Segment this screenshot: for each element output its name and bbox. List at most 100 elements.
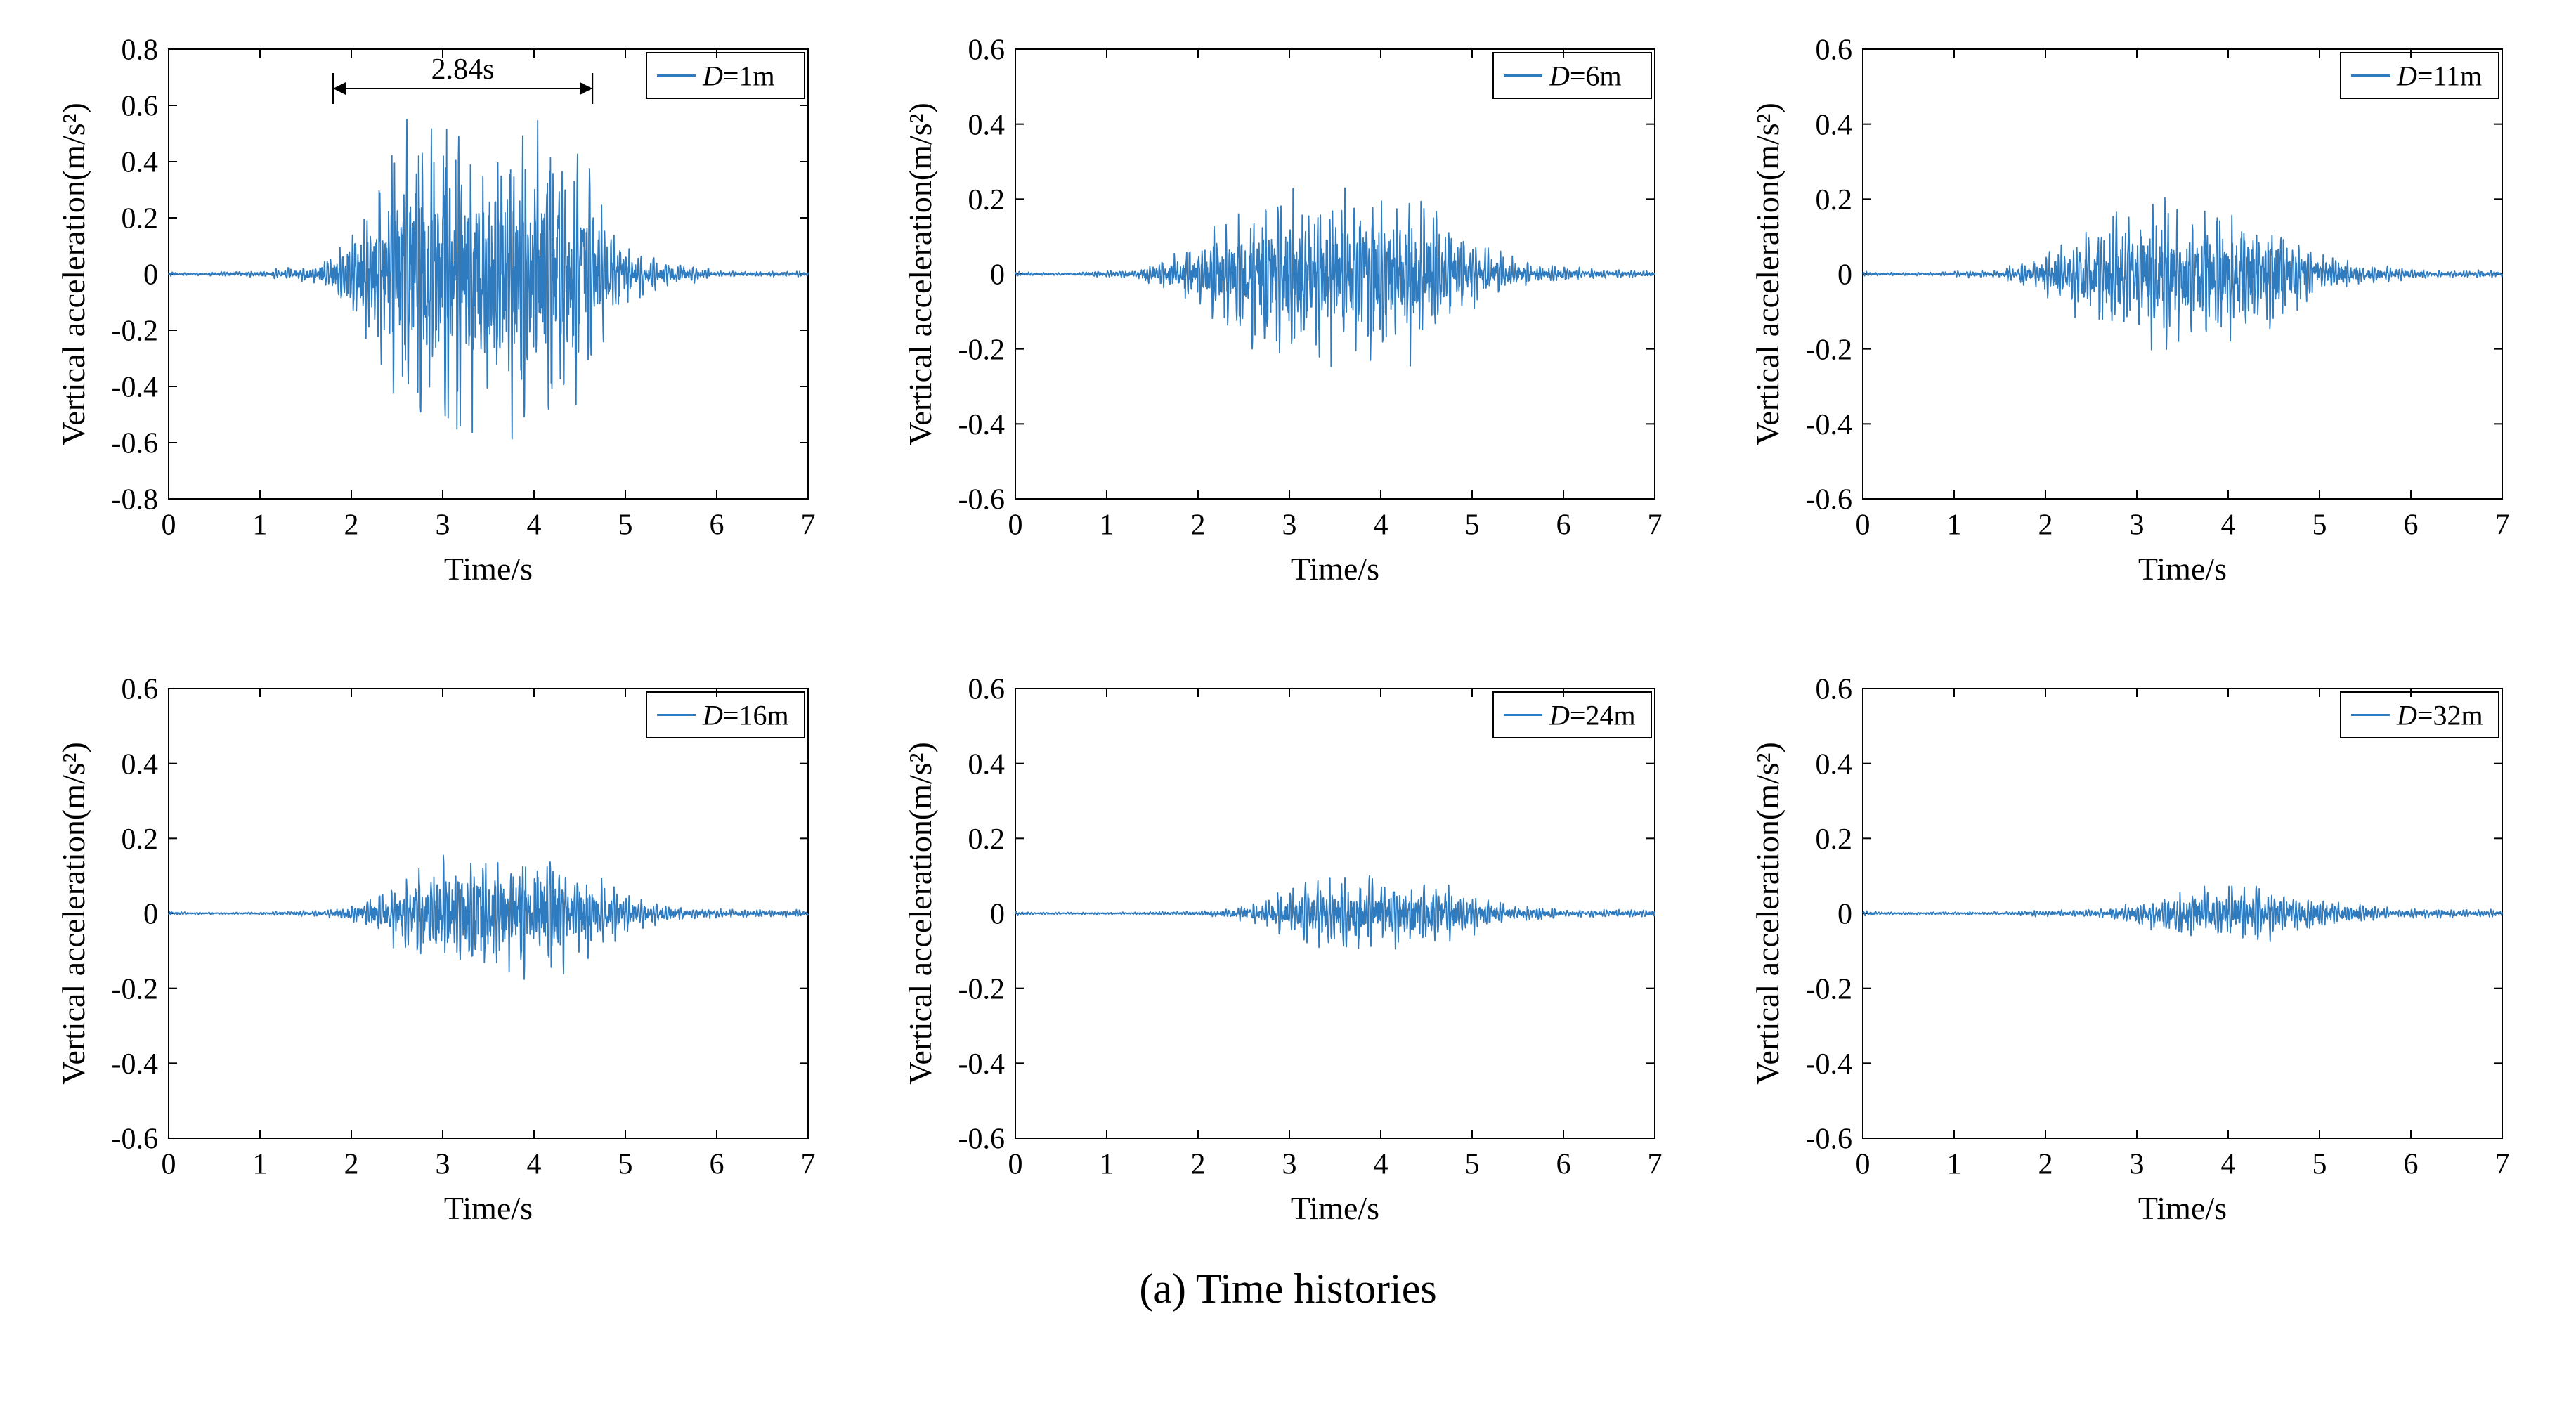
svg-text:5: 5 (1465, 509, 1480, 541)
figure-time-histories: 0 1 2 3 4 5 6 7 -0.8 -0.6 -0.4 -0.2 0 0.2 0.4 0.6 0.8 Tim… (0, 0, 2576, 1334)
svg-text:Vertical acceleration(m/s²): Vertical acceleration(m/s²) (1750, 103, 1785, 445)
chart-p2: 01234567-0.6-0.4-0.200.20.40.6Time/sVert… (889, 28, 1676, 604)
panel-d16m: 01234567-0.6-0.4-0.200.20.40.6Time/sVert… (42, 667, 840, 1244)
svg-text:0.6: 0.6 (1815, 674, 1852, 706)
svg-text:0.4: 0.4 (968, 748, 1006, 781)
svg-text:-0.2: -0.2 (958, 334, 1006, 366)
panel-d6m: 01234567-0.6-0.4-0.200.20.40.6Time/sVert… (889, 28, 1686, 604)
svg-text:Time/s: Time/s (2138, 551, 2227, 587)
svg-text:0.2: 0.2 (122, 823, 159, 856)
svg-text:0.2: 0.2 (122, 203, 159, 235)
svg-text:0.8: 0.8 (122, 34, 159, 67)
svg-text:1: 1 (1100, 509, 1114, 541)
svg-text:-0.4: -0.4 (112, 1048, 159, 1081)
svg-text:Time/s: Time/s (444, 1190, 533, 1226)
svg-text:7: 7 (1648, 1148, 1663, 1180)
legend-label: D=6m (1549, 60, 1622, 92)
svg-text:0: 0 (1855, 1148, 1870, 1180)
panel-d1m: 01234567-0.8-0.6-0.4-0.200.20.40.60.8Tim… (42, 28, 840, 604)
svg-text:0: 0 (162, 1148, 176, 1180)
svg-text:4: 4 (2220, 1148, 2235, 1180)
svg-text:-0.4: -0.4 (958, 409, 1006, 441)
svg-text:0: 0 (162, 509, 176, 541)
chart-p4: 01234567-0.6-0.4-0.200.20.40.6Time/sVert… (42, 667, 829, 1244)
svg-text:3: 3 (436, 1148, 450, 1180)
svg-text:4: 4 (1374, 509, 1388, 541)
svg-text:2: 2 (344, 509, 359, 541)
svg-text:0: 0 (990, 259, 1005, 292)
svg-text:-0.6: -0.6 (112, 1123, 159, 1156)
svg-text:5: 5 (618, 509, 633, 541)
svg-text:-0.4: -0.4 (958, 1048, 1006, 1081)
legend-label: D=16m (702, 700, 789, 731)
svg-text:0.2: 0.2 (1815, 823, 1852, 856)
svg-text:2: 2 (2038, 1148, 2053, 1180)
svg-text:-0.6: -0.6 (1805, 484, 1852, 516)
svg-text:3: 3 (436, 509, 450, 541)
svg-text:0.2: 0.2 (968, 823, 1006, 856)
svg-text:4: 4 (527, 1148, 542, 1180)
svg-text:6: 6 (710, 509, 724, 541)
duration-annotation: 2.84s (431, 53, 495, 86)
svg-text:0.6: 0.6 (968, 34, 1006, 67)
svg-text:Time/s: Time/s (1291, 1190, 1379, 1226)
svg-text:2: 2 (1191, 1148, 1206, 1180)
svg-text:0: 0 (1837, 259, 1852, 292)
svg-text:1: 1 (1100, 1148, 1114, 1180)
svg-text:0.4: 0.4 (968, 109, 1006, 141)
svg-text:0.4: 0.4 (122, 147, 159, 179)
legend-label: D=24m (1549, 700, 1636, 731)
svg-text:0: 0 (143, 259, 158, 292)
svg-text:-0.4: -0.4 (112, 372, 159, 404)
svg-text:Vertical acceleration(m/s²): Vertical acceleration(m/s²) (56, 103, 91, 445)
svg-text:Vertical acceleration(m/s²): Vertical acceleration(m/s²) (902, 103, 938, 445)
svg-text:0.6: 0.6 (968, 674, 1006, 706)
svg-text:3: 3 (2129, 1148, 2144, 1180)
svg-text:0.2: 0.2 (968, 184, 1006, 216)
svg-text:-0.2: -0.2 (1805, 334, 1852, 366)
svg-text:1: 1 (253, 1148, 268, 1180)
svg-text:5: 5 (1465, 1148, 1480, 1180)
svg-text:Vertical acceleration(m/s²): Vertical acceleration(m/s²) (56, 742, 91, 1085)
svg-text:0.4: 0.4 (1815, 748, 1852, 781)
svg-text:0.6: 0.6 (122, 91, 159, 123)
svg-text:1: 1 (1946, 509, 1961, 541)
svg-text:-0.2: -0.2 (112, 315, 159, 348)
svg-text:0.4: 0.4 (122, 748, 159, 781)
svg-text:7: 7 (1648, 509, 1663, 541)
svg-text:-0.8: -0.8 (112, 484, 159, 516)
svg-text:6: 6 (710, 1148, 724, 1180)
svg-text:-0.4: -0.4 (1805, 409, 1852, 441)
chart-p6: 01234567-0.6-0.4-0.200.20.40.6Time/sVert… (1736, 667, 2523, 1244)
svg-text:-0.2: -0.2 (112, 973, 159, 1005)
svg-text:0: 0 (1837, 899, 1852, 931)
svg-text:0: 0 (1008, 509, 1023, 541)
svg-text:4: 4 (527, 509, 542, 541)
svg-text:2: 2 (1191, 509, 1206, 541)
panel-d11m: 01234567-0.6-0.4-0.200.20.40.6Time/sVert… (1736, 28, 2534, 604)
subplot-grid: 0 1 2 3 4 5 6 7 -0.8 -0.6 -0.4 -0.2 0 0.2 0.4 0.6 0.8 Tim… (0, 28, 2576, 1244)
svg-text:Time/s: Time/s (2138, 1190, 2227, 1226)
svg-text:5: 5 (2312, 509, 2327, 541)
svg-text:-0.6: -0.6 (112, 428, 159, 460)
svg-text:0.6: 0.6 (1815, 34, 1852, 67)
svg-text:3: 3 (1282, 509, 1297, 541)
svg-text:5: 5 (618, 1148, 633, 1180)
svg-text:6: 6 (1556, 509, 1571, 541)
svg-text:Vertical acceleration(m/s²): Vertical acceleration(m/s²) (1750, 742, 1785, 1085)
svg-text:1: 1 (1946, 1148, 1961, 1180)
svg-text:0: 0 (990, 899, 1005, 931)
svg-text:7: 7 (2494, 509, 2509, 541)
svg-text:0: 0 (1855, 509, 1870, 541)
legend-label: D=1m (702, 60, 775, 92)
svg-text:1: 1 (253, 509, 268, 541)
svg-text:4: 4 (2220, 509, 2235, 541)
svg-text:3: 3 (2129, 509, 2144, 541)
svg-text:3: 3 (1282, 1148, 1297, 1180)
svg-text:7: 7 (2494, 1148, 2509, 1180)
svg-text:4: 4 (1374, 1148, 1388, 1180)
svg-text:-0.6: -0.6 (958, 484, 1006, 516)
svg-text:6: 6 (1556, 1148, 1571, 1180)
svg-text:2: 2 (2038, 509, 2053, 541)
svg-text:0.2: 0.2 (1815, 184, 1852, 216)
